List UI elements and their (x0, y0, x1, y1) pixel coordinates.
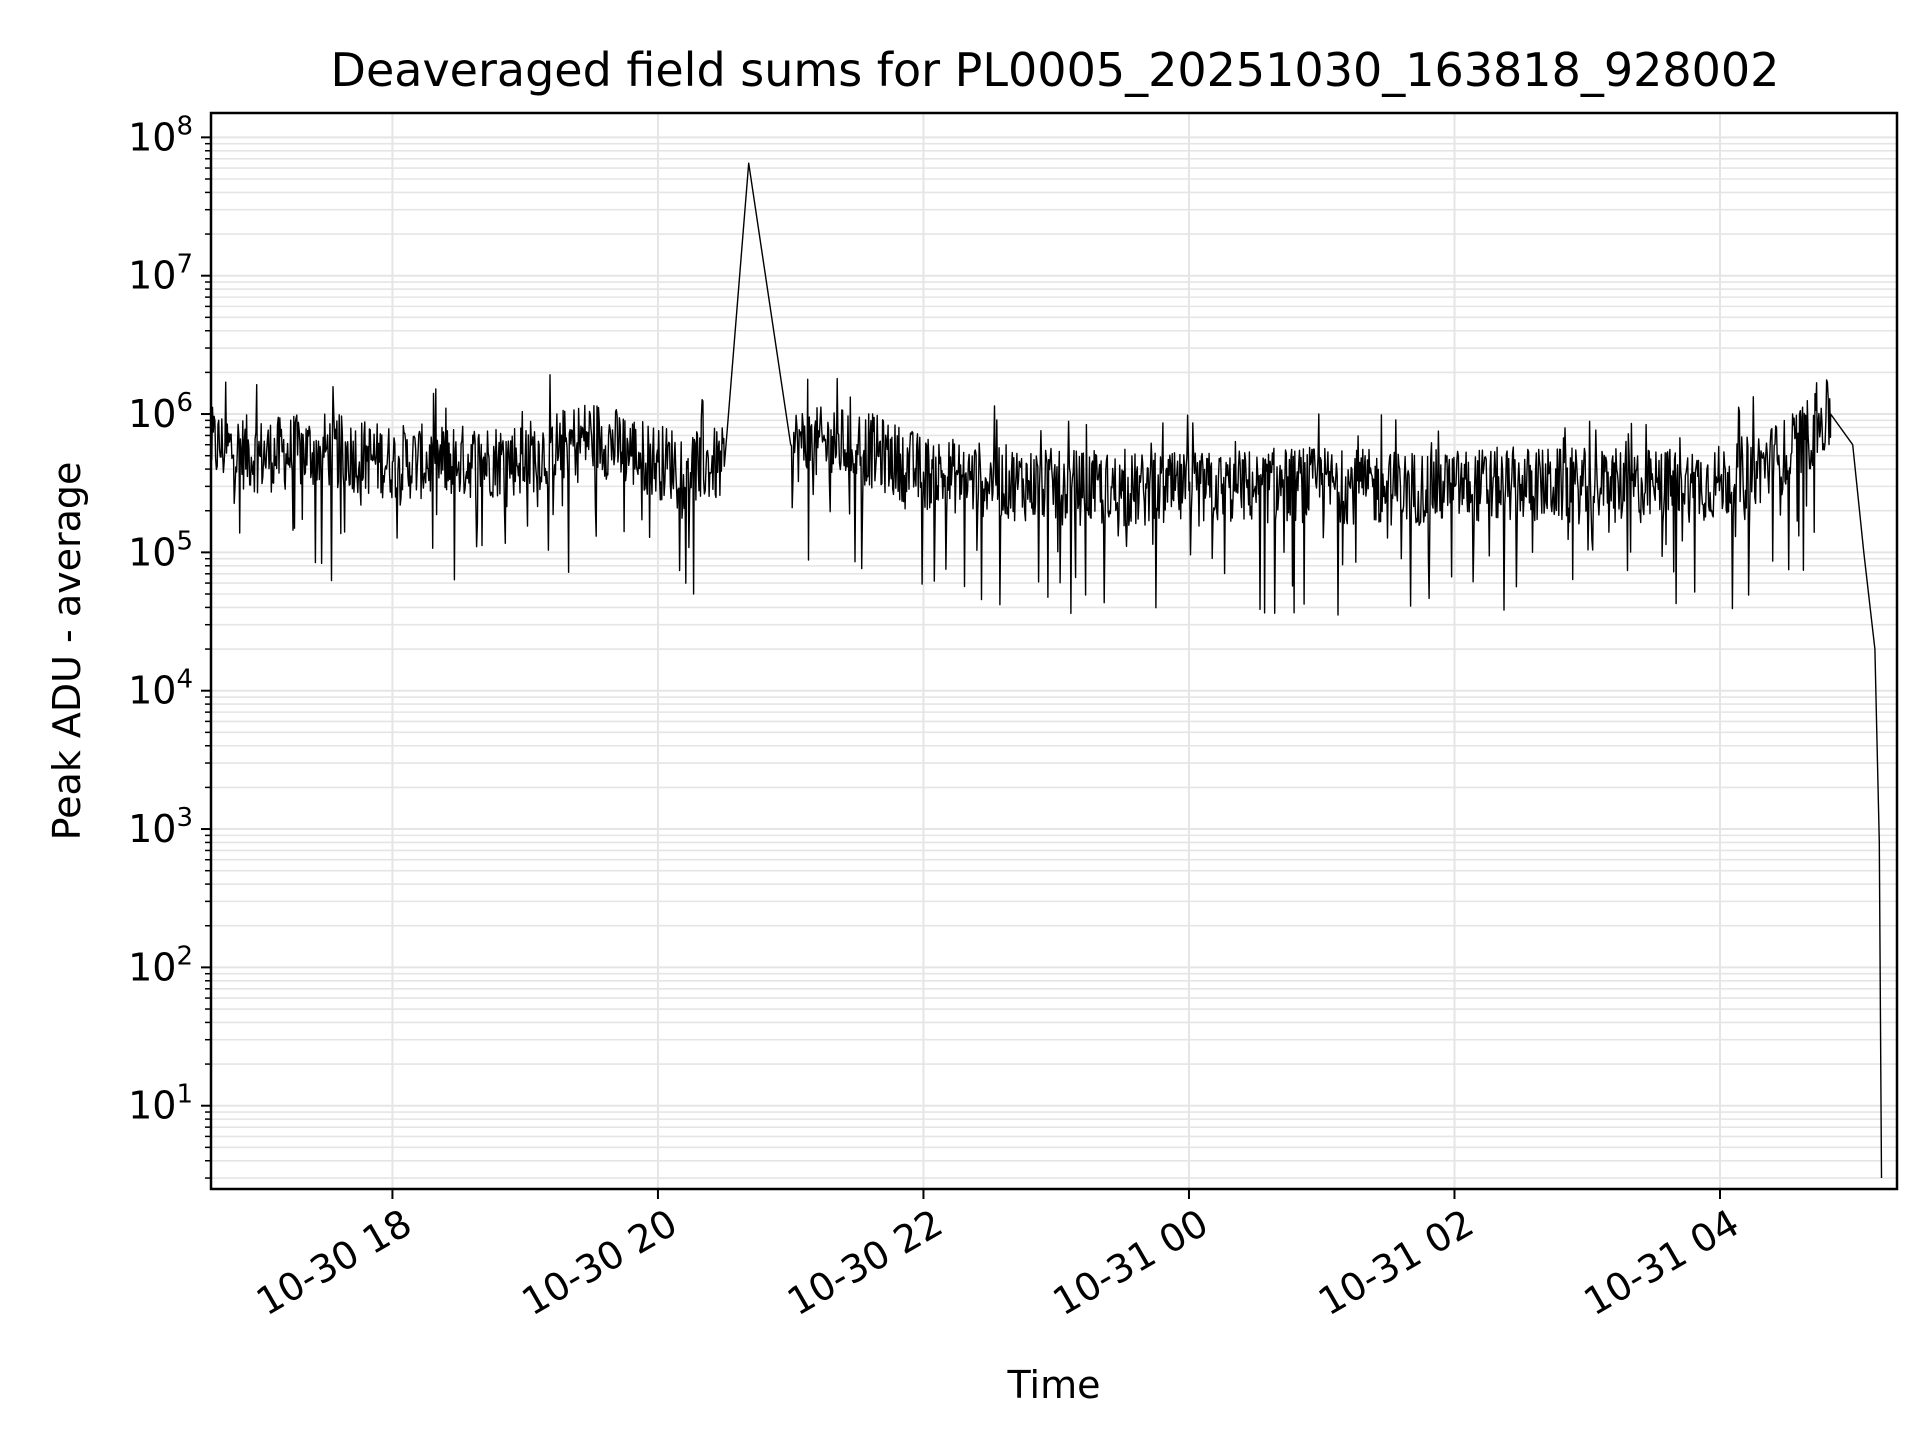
x-tick-label: 10-31 00 (1046, 1201, 1216, 1325)
y-axis-label: Peak ADU - average (45, 462, 89, 841)
y-tick-label: 106 (128, 388, 193, 436)
series-line (210, 162, 1883, 1179)
grid (211, 113, 1897, 1189)
y-tick-label: 103 (128, 803, 193, 851)
x-axis: 10-30 18 10-30 20 10-30 22 10-31 00 10-31 02… (249, 1189, 1747, 1325)
series-line-layer (210, 162, 1883, 1179)
x-tick-label: 10-30 20 (514, 1201, 684, 1325)
plot-frame (209, 111, 1899, 1191)
y-tick-label: 101 (128, 1080, 193, 1128)
y-tick-label: 107 (128, 250, 193, 298)
y-axis: 101 102 103 104 105 106 107 108 (128, 111, 211, 1179)
y-tick-label: 102 (128, 941, 193, 989)
x-tick-label: 10-30 18 (249, 1201, 419, 1325)
x-tick-label: 10-31 04 (1577, 1201, 1747, 1325)
x-tick-label: 10-31 02 (1311, 1201, 1481, 1325)
y-tick-label: 104 (128, 665, 193, 713)
x-axis-label: Time (1007, 1363, 1101, 1407)
chart-title: Deaveraged field sums for PL0005_2025103… (331, 43, 1780, 97)
x-tick-label: 10-30 22 (780, 1201, 950, 1325)
y-tick-label: 105 (128, 526, 193, 574)
y-tick-label: 108 (128, 111, 193, 159)
